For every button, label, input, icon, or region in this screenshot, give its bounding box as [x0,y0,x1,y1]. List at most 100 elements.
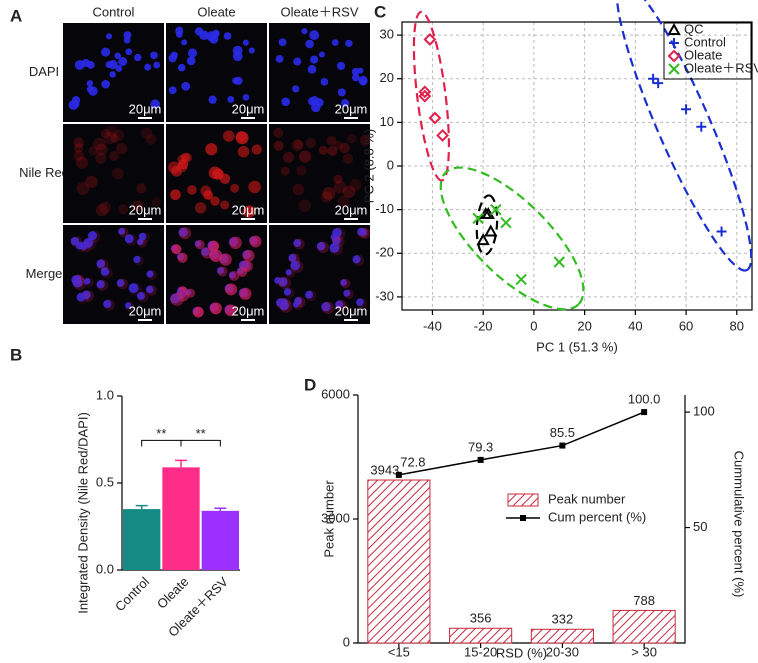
lipid [106,125,118,138]
lipid [210,196,220,206]
y-tick-label: 10 [380,114,394,129]
nucleus [318,51,326,58]
lipid [278,276,292,290]
lipid [170,189,181,201]
lipid [103,299,115,311]
nucleus [290,260,300,271]
nucleus [274,277,281,284]
nucleus [146,270,154,278]
y2-axis-label: Cummulative percent (%) [732,451,747,598]
nucleus [227,95,235,103]
y-tick-label: 20 [380,70,394,85]
nucleus [340,279,347,286]
lipid [290,260,304,273]
marker [418,89,432,103]
scale-bar-label: 20μm [335,202,368,217]
nucleus [118,57,128,67]
nucleus [72,100,80,108]
scale-bar-label: 20μm [335,101,368,116]
nucleus [83,278,91,285]
lipid [77,292,89,304]
lipid [176,161,188,173]
lipid [229,271,240,282]
nucleus [293,57,302,66]
lipid [291,139,304,152]
nucleus [292,301,300,308]
lipid [279,300,293,313]
lipid [352,254,365,266]
nucleus [356,298,364,307]
lipid [347,133,357,144]
legend-label: Peak number [548,491,626,506]
lipid [342,153,354,164]
x-tick-label: -20 [474,318,493,333]
nucleus [292,85,300,93]
marker [436,129,449,142]
legend-point [520,515,526,521]
nucleus [310,55,319,64]
nucleus [86,80,94,87]
y-tick-label: 6000 [321,386,350,401]
lipid [101,266,113,279]
lipid [273,127,284,138]
lipid [349,179,362,191]
lipid [333,174,343,184]
marker [681,104,692,115]
nucleus [125,48,133,56]
lipid [298,199,312,213]
y-tick-label: -20 [375,245,394,260]
lipid [151,196,162,207]
error-bar [135,504,148,510]
lipid [137,238,147,248]
nucleus [118,227,126,235]
lipid [321,191,333,203]
plot-frame [401,21,753,311]
nucleus [316,241,326,251]
lipid [251,144,262,155]
lipid [284,287,295,299]
x-tick-label: > 30 [631,644,657,659]
data-label: 79.3 [468,439,493,454]
nucleus [232,51,243,62]
nucleus [114,52,121,60]
nucleus [123,36,131,44]
nucleus [301,28,308,35]
nucleus [105,61,113,69]
lipid [293,139,304,150]
lipid [274,276,285,287]
lipid [171,244,182,255]
nucleus [124,234,134,244]
y-axis-label: Integrated Density (Nile Red/DAPI) [75,412,90,614]
nucleus [337,88,346,97]
lipid [209,249,223,263]
nucleus [194,27,204,36]
lipid [292,183,305,196]
nucleus [351,73,360,82]
marker [490,203,502,216]
nucleus [320,78,329,86]
nucleus [144,63,152,71]
line-point [641,409,648,416]
lipid [317,241,329,253]
nucleus [105,33,113,40]
nucleus [307,97,317,106]
nucleus [285,269,292,276]
nucleus [340,99,350,108]
x-tick-label: Oleate [154,574,192,612]
y-tick-label: 30 [380,27,394,42]
marker [428,111,442,125]
column-label: Oleate＋RSV [280,4,358,19]
nucleus [281,97,291,107]
scale-bar-label: 20μm [129,101,162,116]
nucleus [242,39,249,46]
legend-label: Cum percent (%) [548,509,646,524]
lipid [136,183,147,194]
marker [648,73,659,84]
nucleus [101,79,110,89]
nucleus [116,279,125,287]
nucleus [232,77,240,85]
lipid [326,135,337,146]
lipid [220,200,230,210]
nucleus [352,255,361,264]
lipid [75,156,89,169]
